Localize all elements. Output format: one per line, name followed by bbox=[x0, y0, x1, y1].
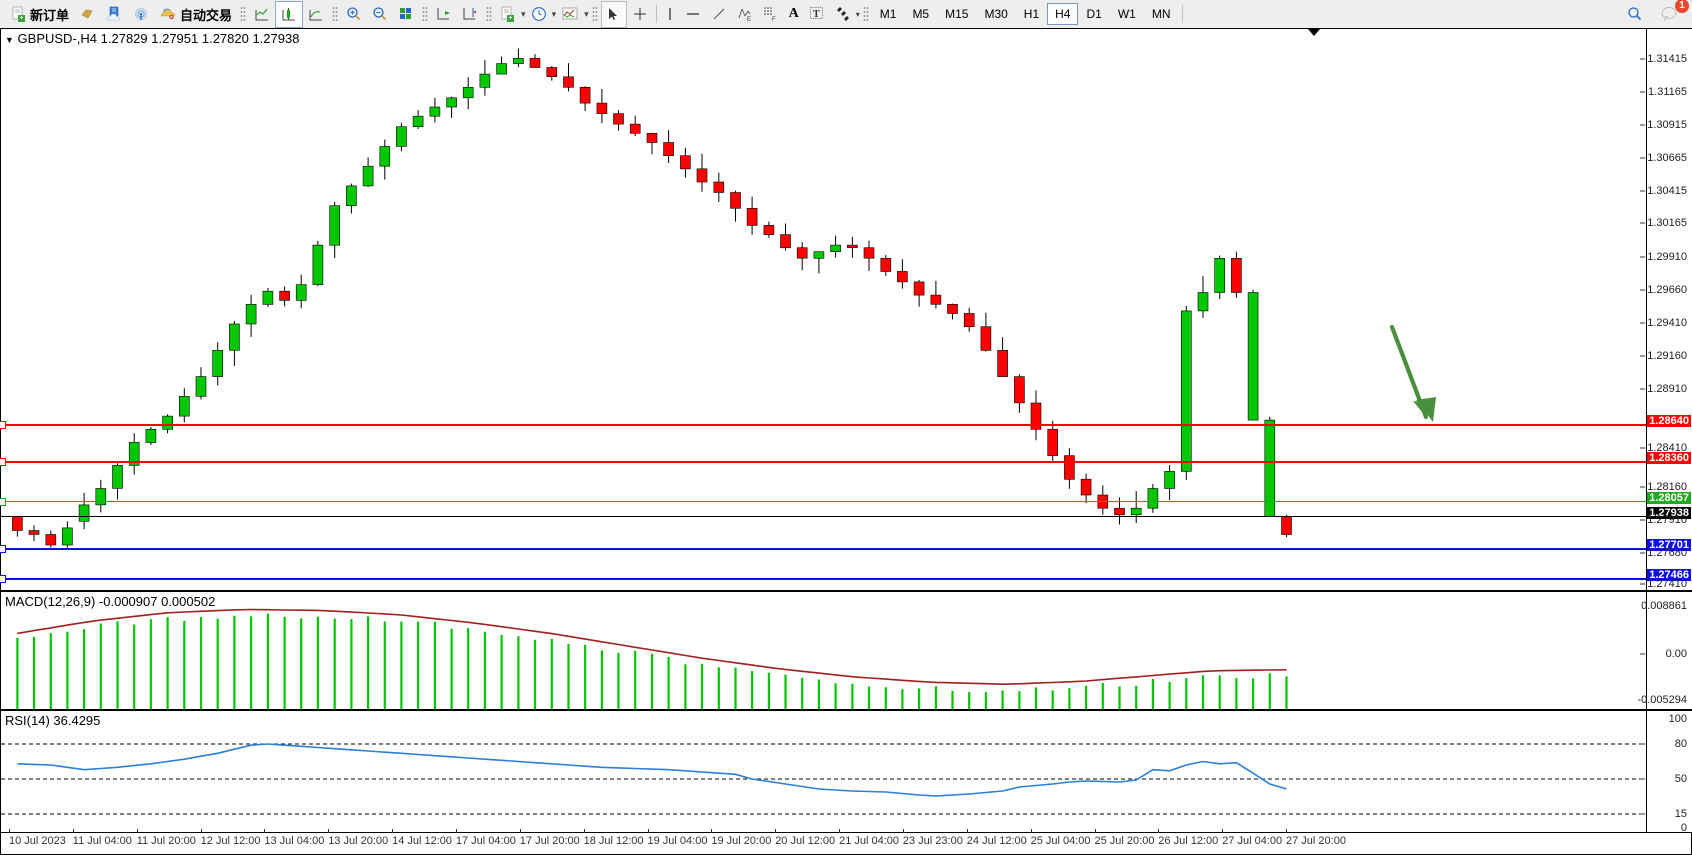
svg-text:T: T bbox=[813, 9, 820, 20]
svg-text:E: E bbox=[747, 17, 751, 22]
svg-text:F: F bbox=[772, 17, 776, 22]
